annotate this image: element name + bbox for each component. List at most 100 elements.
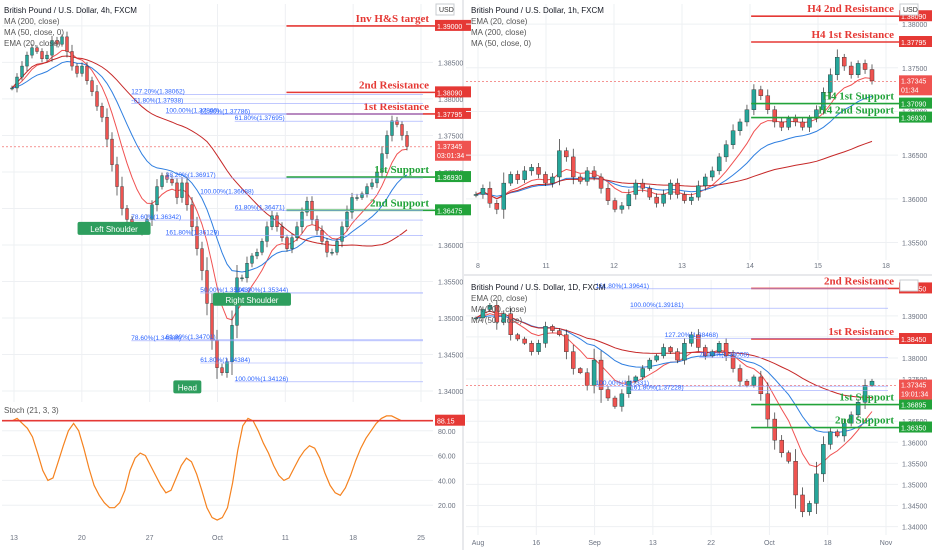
- fib-label-7: 61.80%(1.36471): [235, 205, 285, 212]
- candle-body: [591, 170, 597, 178]
- gbpusd-4h-levels: Inv H&S target 1.39000 2nd Resistance 1.380…: [286, 13, 471, 216]
- level-price-label-2: 1.36895: [901, 403, 926, 410]
- stoch-value-label: 88.15: [437, 419, 455, 426]
- gbpusd-4h-current-price-tag: [435, 140, 471, 161]
- candle-body: [696, 185, 701, 198]
- gbpusd-1d-ytick-label: 1.38000: [902, 356, 927, 363]
- candle-body: [365, 186, 369, 195]
- candle-body: [80, 65, 84, 74]
- gbpusd-4h-xtick-label: 13: [10, 535, 18, 542]
- candle-body: [862, 385, 868, 403]
- level-label-0: H4 2nd Resistance: [807, 3, 894, 15]
- candle-body: [30, 47, 34, 56]
- gbpusd-4h-ma200-line: [11, 55, 408, 247]
- candle-body: [841, 423, 847, 437]
- legend-1h: British Pound / U.S. Dollar, 1h, FXCM EM…: [471, 6, 604, 48]
- candle-body: [95, 91, 99, 107]
- candle-body: [577, 368, 583, 373]
- level-label-1: 1st Resistance: [828, 326, 894, 338]
- level-price-tag-1: [899, 333, 932, 345]
- gbpusd-1h-candles: [473, 49, 875, 219]
- level-label-2: 1st Support: [839, 392, 894, 404]
- candle-body: [40, 51, 44, 59]
- candle-body: [689, 196, 694, 201]
- candle-body: [730, 355, 736, 369]
- gbpusd-1h-xtick-label: 11: [542, 263, 549, 270]
- candle-body: [661, 194, 666, 204]
- panel-1h[interactable]: 1.355001.360001.365001.370001.375001.380…: [466, 3, 932, 270]
- candle-body: [668, 182, 673, 195]
- candle-body: [835, 57, 840, 75]
- gbpusd-4h-xtick-label: 18: [349, 535, 357, 542]
- pattern-badge-1: [173, 380, 202, 394]
- candle-body: [473, 317, 479, 320]
- candle-body: [571, 156, 576, 178]
- fib-label-5: 161.80%(1.37228): [630, 385, 684, 392]
- level-price-label-2: 1.37090: [901, 102, 926, 109]
- candle-body: [494, 305, 500, 323]
- gbpusd-1d-ytick-label: 1.35000: [902, 482, 927, 489]
- gbpusd-1d-fib: 161.80%(1.39641) 100.00%(1.39181) 127.20%(…: [595, 283, 888, 392]
- candle-body: [290, 237, 294, 249]
- level-price-label-3: 1.36930: [437, 175, 462, 182]
- stoch-ytick-label: 20.00: [438, 503, 456, 510]
- candle-body: [10, 87, 14, 90]
- level-price-tag-2: [899, 398, 932, 410]
- stoch-value-tag: [435, 414, 465, 426]
- candle-body: [848, 65, 854, 75]
- level-price-label-3: 1.36930: [901, 116, 926, 123]
- panel-4h[interactable]: 1.340001.345001.350001.355001.360001.365…: [2, 3, 471, 542]
- candle-body: [862, 63, 868, 70]
- candle-body: [696, 334, 701, 348]
- legend-4h-ema20: EMA (20, close): [4, 39, 61, 48]
- candle-body: [716, 343, 722, 352]
- candle-body: [473, 194, 479, 196]
- level-price-label-1: 1.37795: [901, 40, 926, 47]
- level-price-label-3: 1.36350: [901, 426, 926, 433]
- legend-1d-ma50: MA (50, close): [471, 316, 522, 325]
- legend-1h-ma200: MA (200, close): [471, 28, 527, 37]
- candle-body: [675, 351, 680, 361]
- level-label-3: 1st Support: [374, 164, 429, 176]
- candle-body: [647, 188, 652, 198]
- pattern-badge-2: [212, 292, 291, 306]
- gbpusd-1h-ytick-label: 1.38000: [902, 22, 927, 29]
- gbpusd-1h-countdown-label: 01:34: [901, 87, 919, 94]
- panel-stoch[interactable]: 20.00 40.00 60.00 80.00 88.15: [2, 414, 465, 521]
- stoch-ytick-label: 60.00: [438, 454, 456, 461]
- level-label-1: 2nd Resistance: [359, 79, 429, 91]
- candle-body: [270, 215, 274, 227]
- title-1d: British Pound / U.S. Dollar, 1D, FXCM: [471, 283, 606, 292]
- legend-1h-ema20: EMA (20, close): [471, 17, 528, 26]
- candle-body: [100, 106, 104, 118]
- candle-body: [647, 359, 652, 369]
- candle-body: [515, 174, 520, 180]
- candle-body: [487, 188, 493, 204]
- candle-body: [55, 40, 59, 45]
- gbpusd-4h-ytick-label: 1.35500: [438, 280, 463, 287]
- level-price-tag-3: [899, 111, 932, 123]
- gbpusd-4h-currency-badge: USD: [439, 7, 454, 14]
- legend-1h-ma50: MA (50, close, 0): [471, 39, 531, 48]
- candle-body: [190, 204, 194, 227]
- fib-label-8: 78.60%(1.36342): [131, 214, 181, 221]
- gbpusd-1h-currency-badge: USD: [903, 7, 918, 14]
- title-stoch: Stoch (21, 3, 3): [4, 406, 59, 415]
- candle-body: [220, 367, 224, 373]
- gbpusd-1h-xtick-label: 13: [678, 263, 686, 270]
- fib-label-3: 61.80%(1.37695): [235, 115, 285, 122]
- candle-body: [345, 211, 349, 227]
- candle-body: [50, 40, 54, 56]
- candle-body: [370, 182, 374, 187]
- candle-body: [571, 351, 576, 369]
- candle-body: [35, 47, 39, 52]
- candle-body: [115, 164, 119, 187]
- fib-label-11: 100.00%(1.35344): [235, 287, 288, 294]
- fib-label-0: 161.80%(1.39641): [596, 283, 650, 290]
- panel-1d[interactable]: 1.340001.345001.350001.355001.360001.365…: [466, 275, 932, 547]
- candle-body: [350, 197, 354, 213]
- candle-body: [807, 503, 812, 513]
- gbpusd-1d-current-price-tag: [899, 379, 932, 400]
- title-4h: British Pound / U.S. Dollar, 4h, FXCM: [4, 6, 137, 15]
- level-label-3: 2nd Support: [835, 415, 894, 427]
